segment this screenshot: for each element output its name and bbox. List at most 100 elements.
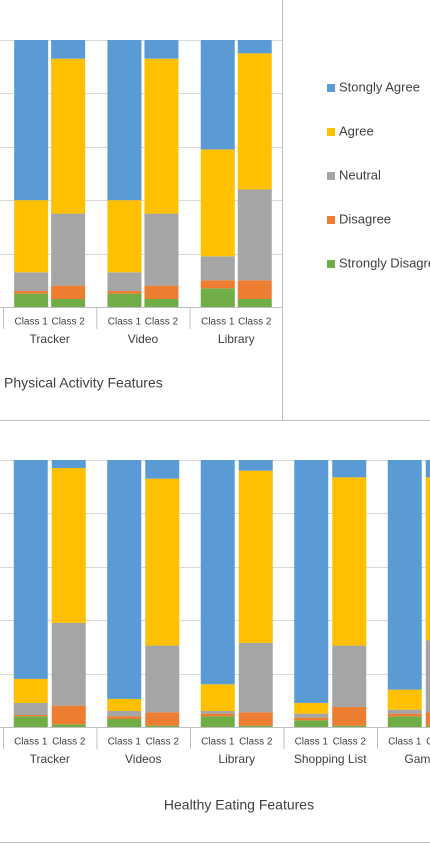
class-label: Class 1 <box>201 737 235 748</box>
chart-title: Healthy Eating Features <box>164 797 314 813</box>
bar-segment <box>107 293 142 307</box>
bar-segment <box>13 460 48 679</box>
bar-segment <box>145 712 180 726</box>
bar-segment <box>51 58 86 214</box>
bar-segment <box>425 477 430 641</box>
bar-segment <box>13 716 48 727</box>
bar-segment <box>237 189 272 281</box>
bar-segment <box>107 716 142 719</box>
bar-segment <box>294 460 329 703</box>
class-label: Class 2 <box>333 737 367 748</box>
bar-segment <box>238 725 273 727</box>
bar-segment <box>200 460 235 685</box>
bar-segment <box>145 725 180 727</box>
bar-segment <box>237 40 272 54</box>
class-label: Class 2 <box>145 317 179 328</box>
bar-segment <box>425 460 430 478</box>
bar-segment <box>200 280 235 289</box>
bar-segment <box>144 213 179 286</box>
class-label: Class 1 <box>295 737 329 748</box>
class-label: Class 1 <box>14 737 48 748</box>
bar-segment <box>51 724 86 727</box>
bar-segment <box>294 702 329 714</box>
bar-segment <box>387 709 422 714</box>
bar-segment <box>107 272 142 291</box>
bar-segment <box>107 698 142 711</box>
bar-segment <box>200 716 235 727</box>
group-label: Tracker <box>30 332 70 346</box>
group-label: Tracker <box>30 752 70 766</box>
group-label: Videos <box>125 752 161 766</box>
bar-segment <box>51 213 86 286</box>
bar-segment <box>238 712 273 726</box>
bar-segment <box>14 40 49 201</box>
group-label: Games <box>404 752 430 766</box>
bar-segment <box>51 468 86 623</box>
bar-segment <box>200 684 235 711</box>
bar-segment <box>107 200 142 273</box>
bar-segment <box>332 725 367 727</box>
group-label: Library <box>218 752 255 766</box>
bar-segment <box>144 40 179 59</box>
class-label: Class 1 <box>108 317 142 328</box>
bar-segment <box>51 622 86 706</box>
legend-label: Agree <box>339 123 374 138</box>
bar-segment <box>51 460 86 469</box>
bar-segment <box>13 714 48 717</box>
class-label: Class 1 <box>108 737 142 748</box>
legend-swatch <box>327 260 335 268</box>
bar-segment <box>332 645 367 707</box>
bar-segment <box>145 460 180 479</box>
bar-segment <box>14 272 49 291</box>
group-label: Shopping List <box>294 752 367 766</box>
bar-segment <box>200 713 235 717</box>
bar-segment <box>144 298 179 307</box>
legend-swatch <box>327 128 335 136</box>
class-label: Class 2 <box>146 737 180 748</box>
bar-segment <box>107 40 142 201</box>
bar-segment <box>14 200 49 273</box>
legend-swatch <box>327 84 335 92</box>
bar-segment <box>200 256 235 281</box>
bar-segment <box>107 710 142 717</box>
bar-segment <box>51 298 86 307</box>
class-label: Class 1 <box>388 737 422 748</box>
bar-segment <box>387 460 422 690</box>
bar-segment <box>107 460 142 699</box>
bar-segment <box>200 288 235 307</box>
class-label: Class 2 <box>51 317 85 328</box>
legend-label: Stongly Agree <box>339 79 420 94</box>
bar-segment <box>237 280 272 299</box>
bar-segment <box>145 645 180 713</box>
bar-segment <box>387 689 422 710</box>
bar-segment <box>425 640 430 713</box>
bar-segment <box>238 460 273 471</box>
bar-segment <box>294 720 329 727</box>
bar-segment <box>14 293 49 307</box>
bar-segment <box>425 712 430 726</box>
bar-segment <box>238 470 273 643</box>
bar-segment <box>13 678 48 703</box>
bar-segment <box>144 285 179 299</box>
bar-segment <box>387 716 422 727</box>
bar-segment <box>238 642 273 713</box>
bar-segment <box>51 285 86 299</box>
bar-segment <box>332 477 367 646</box>
legend-label: Strongly Disagree <box>339 255 430 270</box>
bar-segment <box>425 725 430 727</box>
bar-segment <box>332 460 367 478</box>
bar-segment <box>145 478 180 646</box>
legend-label: Neutral <box>339 167 381 182</box>
class-label: Class 2 <box>238 317 272 328</box>
bar-segment <box>237 298 272 307</box>
bar-segment <box>200 149 235 257</box>
bar-segment <box>144 58 179 214</box>
bar-segment <box>332 706 367 726</box>
bar-segment <box>51 705 86 725</box>
class-label: Class 2 <box>426 737 430 748</box>
bar-segment <box>294 717 329 721</box>
class-label: Class 1 <box>201 317 235 328</box>
bar-segment <box>200 710 235 714</box>
class-label: Class 2 <box>239 737 273 748</box>
